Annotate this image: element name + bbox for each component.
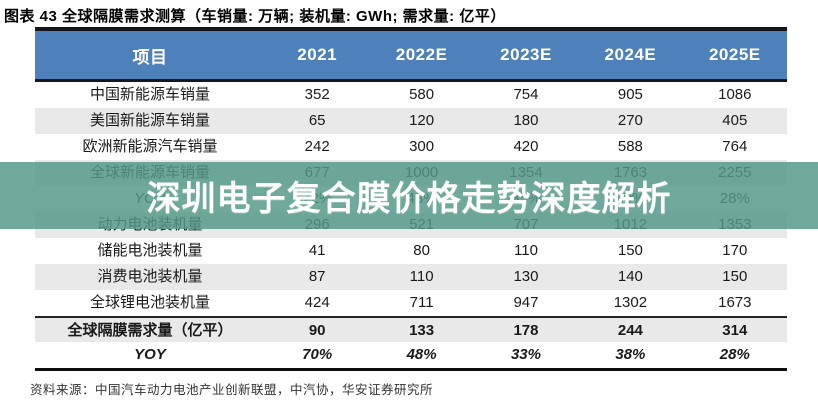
row-label: YOY bbox=[134, 346, 166, 363]
cell-value: 1302 bbox=[613, 294, 648, 311]
cell-value: 180 bbox=[513, 112, 539, 129]
cell-value: 28% bbox=[719, 346, 750, 363]
source-note: 资料来源：中国汽车动力电池产业创新联盟，中汽协，华安证券研究所 bbox=[30, 383, 434, 397]
cell-value: 48% bbox=[406, 346, 437, 363]
cell-value: 41 bbox=[308, 242, 326, 259]
cell-value: 133 bbox=[409, 322, 435, 339]
cell-value: 1673 bbox=[718, 294, 752, 311]
row-label: 中国新能源车销量 bbox=[89, 86, 210, 103]
column-header-2021: 2021 bbox=[297, 45, 338, 64]
table-header-row: 项目 2021 2022E 2023E 2024E 2025E bbox=[35, 31, 787, 82]
cell-value: 711 bbox=[409, 294, 434, 311]
cell-value: 580 bbox=[409, 86, 435, 103]
cell-value: 38% bbox=[615, 346, 646, 363]
cell-value: 150 bbox=[617, 242, 643, 259]
row-label: 全球隔膜需求量（亿平） bbox=[67, 322, 233, 339]
demand-table: 项目 2021 2022E 2023E 2024E 2025E 中国新能源车销量… bbox=[35, 27, 787, 371]
cell-value: 170 bbox=[722, 242, 748, 259]
cell-value: 754 bbox=[513, 86, 539, 103]
cell-value: 80 bbox=[413, 242, 430, 259]
row-label: 美国新能源车销量 bbox=[89, 112, 210, 129]
cell-value: 242 bbox=[304, 138, 330, 155]
table-row: 全球锂电池装机量 424 711 947 1302 1673 bbox=[35, 290, 787, 316]
table-row: 储能电池装机量 41 80 110 150 170 bbox=[35, 238, 787, 264]
cell-value: 352 bbox=[304, 86, 330, 103]
row-label: 欧洲新能源汽车销量 bbox=[82, 138, 218, 155]
cell-value: 244 bbox=[617, 322, 643, 339]
cell-value: 110 bbox=[514, 242, 538, 259]
cell-value: 314 bbox=[722, 322, 748, 339]
table-row: 欧洲新能源汽车销量 242 300 420 588 764 bbox=[35, 134, 787, 160]
table-row: 消费电池装机量 87 110 130 140 150 bbox=[35, 264, 787, 290]
row-label: 消费电池装机量 bbox=[97, 268, 203, 285]
cell-value: 140 bbox=[617, 268, 643, 285]
cell-value: 178 bbox=[513, 322, 539, 339]
cell-value: 947 bbox=[513, 294, 539, 311]
figure-title: 图表 43 全球隔膜需求测算（车销量: 万辆; 装机量: GWh; 需求量: 亿… bbox=[4, 8, 506, 25]
table-row: YOY 70% 48% 33% 38% 28% bbox=[35, 342, 787, 368]
cell-value: 90 bbox=[308, 322, 326, 339]
cell-value: 120 bbox=[409, 112, 435, 129]
column-header-2022e: 2022E bbox=[395, 45, 448, 64]
cell-value: 65 bbox=[308, 112, 326, 129]
cell-value: 270 bbox=[617, 112, 643, 129]
table-row: 全球隔膜需求量（亿平） 90 133 178 244 314 bbox=[35, 316, 787, 342]
cell-value: 150 bbox=[722, 268, 748, 285]
cell-value: 905 bbox=[617, 86, 643, 103]
cell-value: 405 bbox=[722, 112, 748, 129]
cell-value: 33% bbox=[510, 346, 541, 363]
column-header-2023e: 2023E bbox=[500, 45, 552, 64]
table-row: 中国新能源车销量 352 580 754 905 1086 bbox=[35, 82, 787, 108]
cell-value: 1086 bbox=[718, 86, 752, 103]
column-header-2024e: 2024E bbox=[604, 45, 657, 64]
row-label: 储能电池装机量 bbox=[97, 242, 203, 259]
cell-value: 588 bbox=[617, 138, 643, 155]
column-header-item: 项目 bbox=[132, 47, 168, 67]
row-label: 全球锂电池装机量 bbox=[89, 294, 210, 311]
watermark-text: 深圳电子复合膜价格走势深度解析 bbox=[146, 180, 672, 218]
table-row: 美国新能源车销量 65 120 180 270 405 bbox=[35, 108, 787, 134]
cell-value: 420 bbox=[513, 138, 539, 155]
cell-value: 764 bbox=[722, 138, 748, 155]
cell-value: 87 bbox=[308, 268, 326, 285]
cell-value: 424 bbox=[304, 294, 330, 311]
cell-value: 130 bbox=[513, 268, 539, 285]
watermark-band: 深圳电子复合膜价格走势深度解析 bbox=[0, 162, 818, 229]
table-body: 中国新能源车销量 352 580 754 905 1086 美国新能源车销量 65 120 180… bbox=[35, 82, 787, 368]
cell-value: 110 bbox=[409, 268, 434, 285]
cell-value: 300 bbox=[409, 138, 435, 155]
cell-value: 70% bbox=[302, 346, 333, 363]
column-header-2025e: 2025E bbox=[708, 45, 761, 64]
